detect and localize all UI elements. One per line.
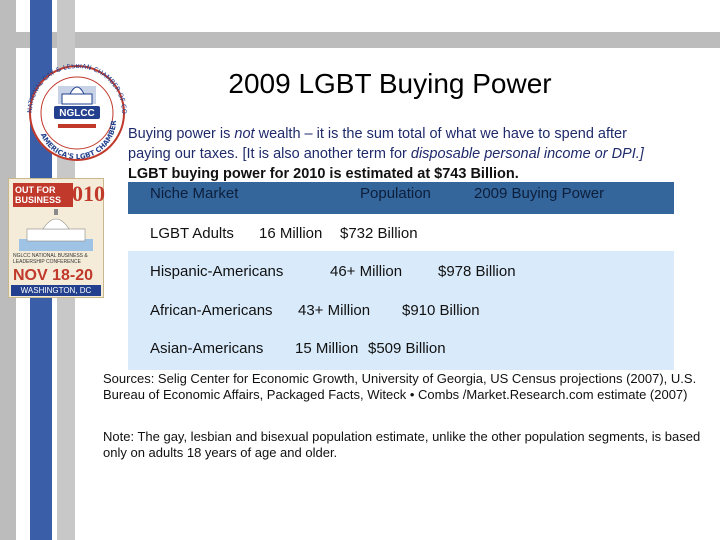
row3-power: $910 Billion [402, 302, 480, 319]
badge-line2: BUSINESS [15, 195, 62, 205]
note-text: Note: The gay, lesbian and bisexual popu… [103, 429, 701, 460]
desc-line1-suffix: wealth – it is the sum total of what we … [254, 126, 627, 142]
row4-market: Asian-Americans [150, 340, 264, 357]
badge-year: 2010 [61, 181, 105, 206]
row2-market: Hispanic-Americans [150, 263, 284, 280]
conference-badge: OUT FOR BUSINESS 2010 NGLCC NATIONAL BUS… [8, 178, 105, 298]
description-line-1: Buying power is not wealth – it is the s… [128, 124, 688, 144]
table-row [128, 214, 674, 251]
row3-population: 43+ Million [298, 302, 371, 319]
table-row [128, 251, 674, 290]
desc-line2-em: disposable personal income or DPI.] [410, 146, 644, 162]
table-row [128, 329, 674, 370]
table-header [128, 182, 674, 214]
capitol-icon [19, 209, 93, 251]
header-niche-market: Niche Market [150, 185, 239, 202]
row2-power: $978 Billion [438, 263, 516, 280]
description-line-2: paying our taxes. [It is also another te… [128, 144, 688, 164]
badge-date: NOV 18-20 [13, 267, 94, 284]
header-population: Population [360, 185, 431, 202]
nglcc-logo: NATIONAL GAY & LESBIAN CHAMBER OF COMMER… [18, 64, 128, 161]
row2-population: 46+ Million [330, 263, 403, 280]
row1-market: LGBT Adults [150, 225, 234, 242]
table-row [128, 290, 674, 329]
frame-bar-top [0, 32, 720, 48]
badge-title: OUT FOR BUSINESS [13, 183, 73, 207]
badge-subtitle: NGLCC NATIONAL BUSINESS & LEADERSHIP CON… [13, 253, 88, 265]
description-line-3: LGBT buying power for 2010 is estimated … [128, 166, 519, 182]
description: Buying power is not wealth – it is the s… [128, 124, 688, 184]
row4-population: 15 Million [295, 340, 359, 357]
desc-line2-prefix: paying our taxes. [It is also another te… [128, 146, 411, 162]
row1-power: $732 Billion [340, 225, 418, 242]
slide-title: 2009 LGBT Buying Power [228, 68, 552, 99]
badge-line1: OUT FOR [15, 185, 56, 195]
header-buying-power: 2009 Buying Power [474, 185, 605, 202]
badge-city: WASHINGTON, DC [11, 285, 101, 296]
logo-name: NGLCC [59, 108, 95, 119]
desc-line1-em: not [234, 126, 255, 142]
sources-text: Sources: Selig Center for Economic Growt… [103, 371, 697, 402]
row1-population: 16 Million [259, 225, 323, 242]
row3-market: African-Americans [150, 302, 273, 319]
desc-line1-prefix: Buying power is [128, 126, 235, 142]
row4-power: $509 Billion [368, 340, 446, 357]
